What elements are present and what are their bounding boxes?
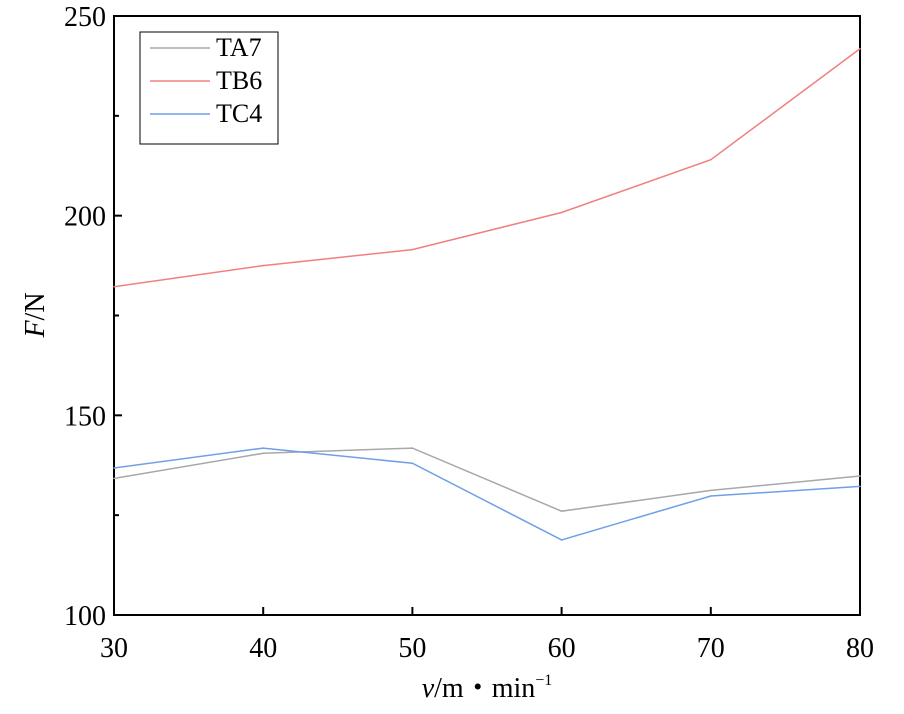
- y-tick-label: 250: [64, 2, 106, 33]
- data-point: [262, 264, 265, 267]
- y-tick-label: 100: [64, 601, 106, 632]
- x-tick-label: 80: [846, 633, 874, 664]
- data-point: [262, 447, 265, 449]
- legend-box: [139, 31, 279, 145]
- data-point: [859, 475, 861, 477]
- series-line-ta7: [113, 447, 861, 512]
- data-point: [113, 467, 115, 469]
- series-line-tc4: [113, 447, 861, 541]
- data-point: [859, 47, 861, 50]
- legend-label: TC4: [216, 99, 262, 128]
- x-tick-label: 30: [100, 633, 128, 664]
- data-point: [710, 495, 712, 497]
- legend-label: TB6: [216, 66, 262, 95]
- x-tick-label: 60: [548, 633, 576, 664]
- data-point: [411, 447, 414, 449]
- data-point: [411, 462, 414, 465]
- x-tick-label: 50: [398, 633, 426, 664]
- x-tick-label: 70: [697, 633, 725, 664]
- data-point: [560, 211, 563, 214]
- y-tick-label: 150: [64, 401, 106, 432]
- x-axis-label: v/m・min−1: [422, 672, 553, 704]
- y-axis-label: F/N: [20, 292, 51, 338]
- x-tick-label: 40: [249, 633, 277, 664]
- data-point: [710, 489, 712, 492]
- data-point: [113, 477, 115, 480]
- legend: TA7 TB6 TC4: [139, 31, 279, 145]
- data-point: [859, 485, 861, 488]
- data-point: [560, 510, 563, 512]
- y-tick-label: 200: [64, 202, 106, 233]
- series-line-tb6: [113, 48, 861, 288]
- data-point: [710, 158, 712, 161]
- data-point: [560, 539, 563, 541]
- data-point: [262, 452, 265, 455]
- data-point: [113, 285, 115, 288]
- legend-label: TA7: [216, 33, 262, 62]
- data-point: [411, 248, 414, 251]
